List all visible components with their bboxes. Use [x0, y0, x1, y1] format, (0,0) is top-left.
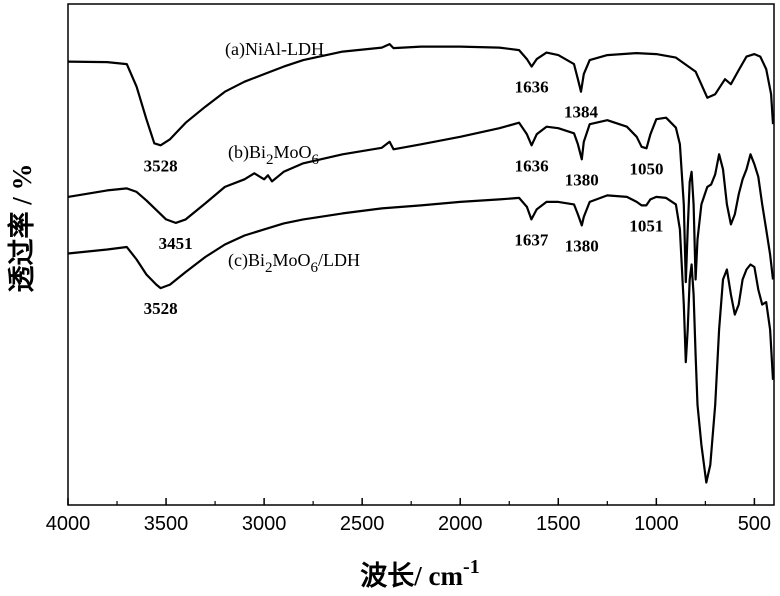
x-tick-label: 2500	[340, 513, 385, 535]
series-line-0	[68, 44, 773, 145]
x-tick-label: 500	[738, 513, 771, 535]
series-label-part: (b)Bi	[228, 142, 266, 163]
peak-label: 3451	[159, 234, 193, 253]
series-label-2: (c)Bi2MoO6/LDH	[228, 250, 360, 276]
peak-label: 3528	[144, 156, 178, 175]
peak-label: 1380	[565, 170, 599, 189]
series-label-part: 6	[312, 152, 320, 168]
series-label-part: MoO	[272, 250, 310, 270]
series-label-part: MoO	[274, 142, 312, 162]
x-tick-label: 2000	[438, 513, 483, 535]
peak-label: 1384	[564, 103, 599, 122]
series-label-part: 2	[265, 260, 273, 276]
series-labels: (a)NiAl-LDH(b)Bi2MoO6(c)Bi2MoO6/LDH	[225, 39, 360, 276]
x-tick-label: 4000	[46, 513, 91, 535]
x-tick-label: 1500	[536, 513, 581, 535]
peak-label: 1636	[515, 78, 549, 97]
series-label-part: /LDH	[318, 250, 360, 270]
series-label-part: 2	[266, 152, 274, 168]
peak-label: 1051	[629, 216, 663, 235]
peak-label: 1050	[630, 159, 664, 178]
series-label-part: (c)Bi	[228, 250, 265, 271]
y-axis-title: 透过率 / %	[6, 163, 37, 292]
peak-label: 1637	[514, 230, 549, 249]
series-label-part: (a)NiAl-LDH	[225, 39, 324, 60]
peak-label: 1380	[565, 236, 599, 255]
x-tick-label: 3000	[242, 513, 287, 535]
series-label-1: (b)Bi2MoO6	[228, 142, 320, 168]
plot-frame	[68, 4, 774, 505]
x-axis-title-superscript: -1	[463, 556, 480, 578]
peak-label: 3528	[144, 299, 178, 318]
x-ticks: 4000 3500 3000 2500 2000 1500 1000 500	[46, 498, 771, 535]
series-label-0: (a)NiAl-LDH	[225, 39, 324, 60]
x-tick-label: 1000	[634, 513, 679, 535]
series-group	[68, 44, 773, 482]
x-axis-title: 波长/ cm-1	[360, 556, 479, 591]
x-tick-label: 3500	[144, 513, 189, 535]
ftir-chart: 4000 3500 3000 2500 2000 1500 1000 500 (a)NiAl-…	[0, 0, 780, 596]
peak-labels: 3528 1636 1384 3451 1636 1380 1050 3528 1637 1380…	[144, 78, 664, 318]
peak-label: 1636	[515, 156, 549, 175]
